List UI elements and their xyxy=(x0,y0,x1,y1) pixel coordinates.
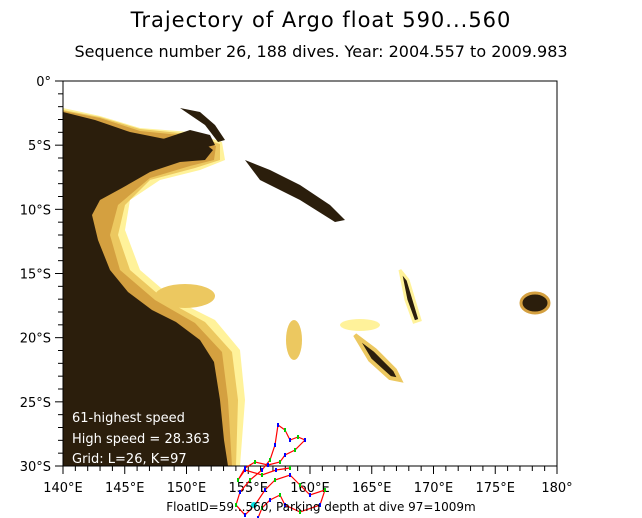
new-britain xyxy=(160,130,215,150)
axis-ticks xyxy=(55,80,558,474)
new-caledonia xyxy=(353,333,404,383)
dive-marker xyxy=(297,435,299,439)
dive-marker xyxy=(274,443,276,447)
dive-marker xyxy=(294,448,296,452)
dive-marker xyxy=(289,466,291,470)
dive-marker xyxy=(261,506,263,510)
dive-marker xyxy=(269,458,271,462)
lat-label: 15°S xyxy=(20,268,51,283)
solomon-islands xyxy=(245,160,345,222)
info-line-3: Grid: L=26, K=97 xyxy=(72,452,187,467)
dive-marker xyxy=(264,488,266,492)
dive-marker xyxy=(299,483,301,487)
dive-marker xyxy=(274,478,276,482)
dive-marker xyxy=(284,453,286,457)
dive-marker xyxy=(261,473,263,477)
dive-marker xyxy=(309,493,311,497)
lon-label: 145°E xyxy=(105,481,145,496)
dive-marker xyxy=(289,438,291,442)
trajectory-track xyxy=(235,424,326,518)
trajectory-track-2 xyxy=(237,424,307,481)
highlight-dive-marker xyxy=(251,502,257,508)
lon-label: 140°E xyxy=(43,481,83,496)
info-box: 61-highest speed High speed = 28.363 Gri… xyxy=(72,411,210,467)
dive-marker xyxy=(299,510,301,514)
lon-label: 150°E xyxy=(167,481,207,496)
axis-labels: 140°E 145°E 150°E 155°E 160°E 165°E 170°E 175°E… xyxy=(20,75,573,496)
info-line-1: 61-highest speed xyxy=(72,411,185,426)
dive-marker xyxy=(235,503,237,507)
map-title: Trajectory of Argo float 590...560 xyxy=(130,8,512,32)
dive-marker xyxy=(244,513,246,517)
lon-label: 155°E xyxy=(228,481,268,496)
dive-marker xyxy=(279,460,281,464)
land xyxy=(63,112,228,466)
new-ireland xyxy=(180,108,225,142)
dive-marker xyxy=(239,490,241,494)
info-line-2: High speed = 28.363 xyxy=(72,432,210,447)
dive-marker xyxy=(269,498,271,502)
dive-marker xyxy=(257,516,259,518)
bathymetry xyxy=(63,108,551,466)
lat-label: 20°S xyxy=(20,332,51,347)
dive-marker xyxy=(304,438,306,442)
dive-marker xyxy=(237,478,239,482)
reef-small xyxy=(340,319,380,331)
dive-marker xyxy=(324,488,326,492)
dive-marker xyxy=(244,468,246,472)
dive-marker xyxy=(284,428,286,432)
lon-label: 180° xyxy=(541,481,572,496)
dive-marker xyxy=(249,478,251,482)
reef-island xyxy=(286,320,302,360)
dive-marker xyxy=(277,423,279,427)
map-footer: FloatID=59...560, Parking depth at dive … xyxy=(166,500,476,514)
dive-marker xyxy=(275,468,277,472)
dive-marker xyxy=(279,493,281,497)
dive-marker xyxy=(267,463,269,467)
dive-markers xyxy=(235,423,326,518)
dive-marker xyxy=(284,503,286,507)
lat-label: 0° xyxy=(36,75,51,90)
lon-label: 170°E xyxy=(414,481,454,496)
lon-label: 175°E xyxy=(475,481,515,496)
lon-label: 165°E xyxy=(352,481,392,496)
lat-label: 5°S xyxy=(28,139,51,154)
lat-label: 10°S xyxy=(20,203,51,218)
dive-marker xyxy=(319,503,321,507)
reef-coral-sea xyxy=(155,284,215,308)
trajectory xyxy=(235,423,326,518)
dive-marker xyxy=(289,473,291,477)
dive-marker xyxy=(261,468,263,472)
map-subtitle: Sequence number 26, 188 dives. Year: 200… xyxy=(74,42,568,61)
dive-marker xyxy=(254,460,256,464)
vanuatu xyxy=(398,269,422,324)
lat-label: 30°S xyxy=(20,460,51,475)
fiji xyxy=(519,291,551,315)
lat-label: 25°S xyxy=(20,396,51,411)
